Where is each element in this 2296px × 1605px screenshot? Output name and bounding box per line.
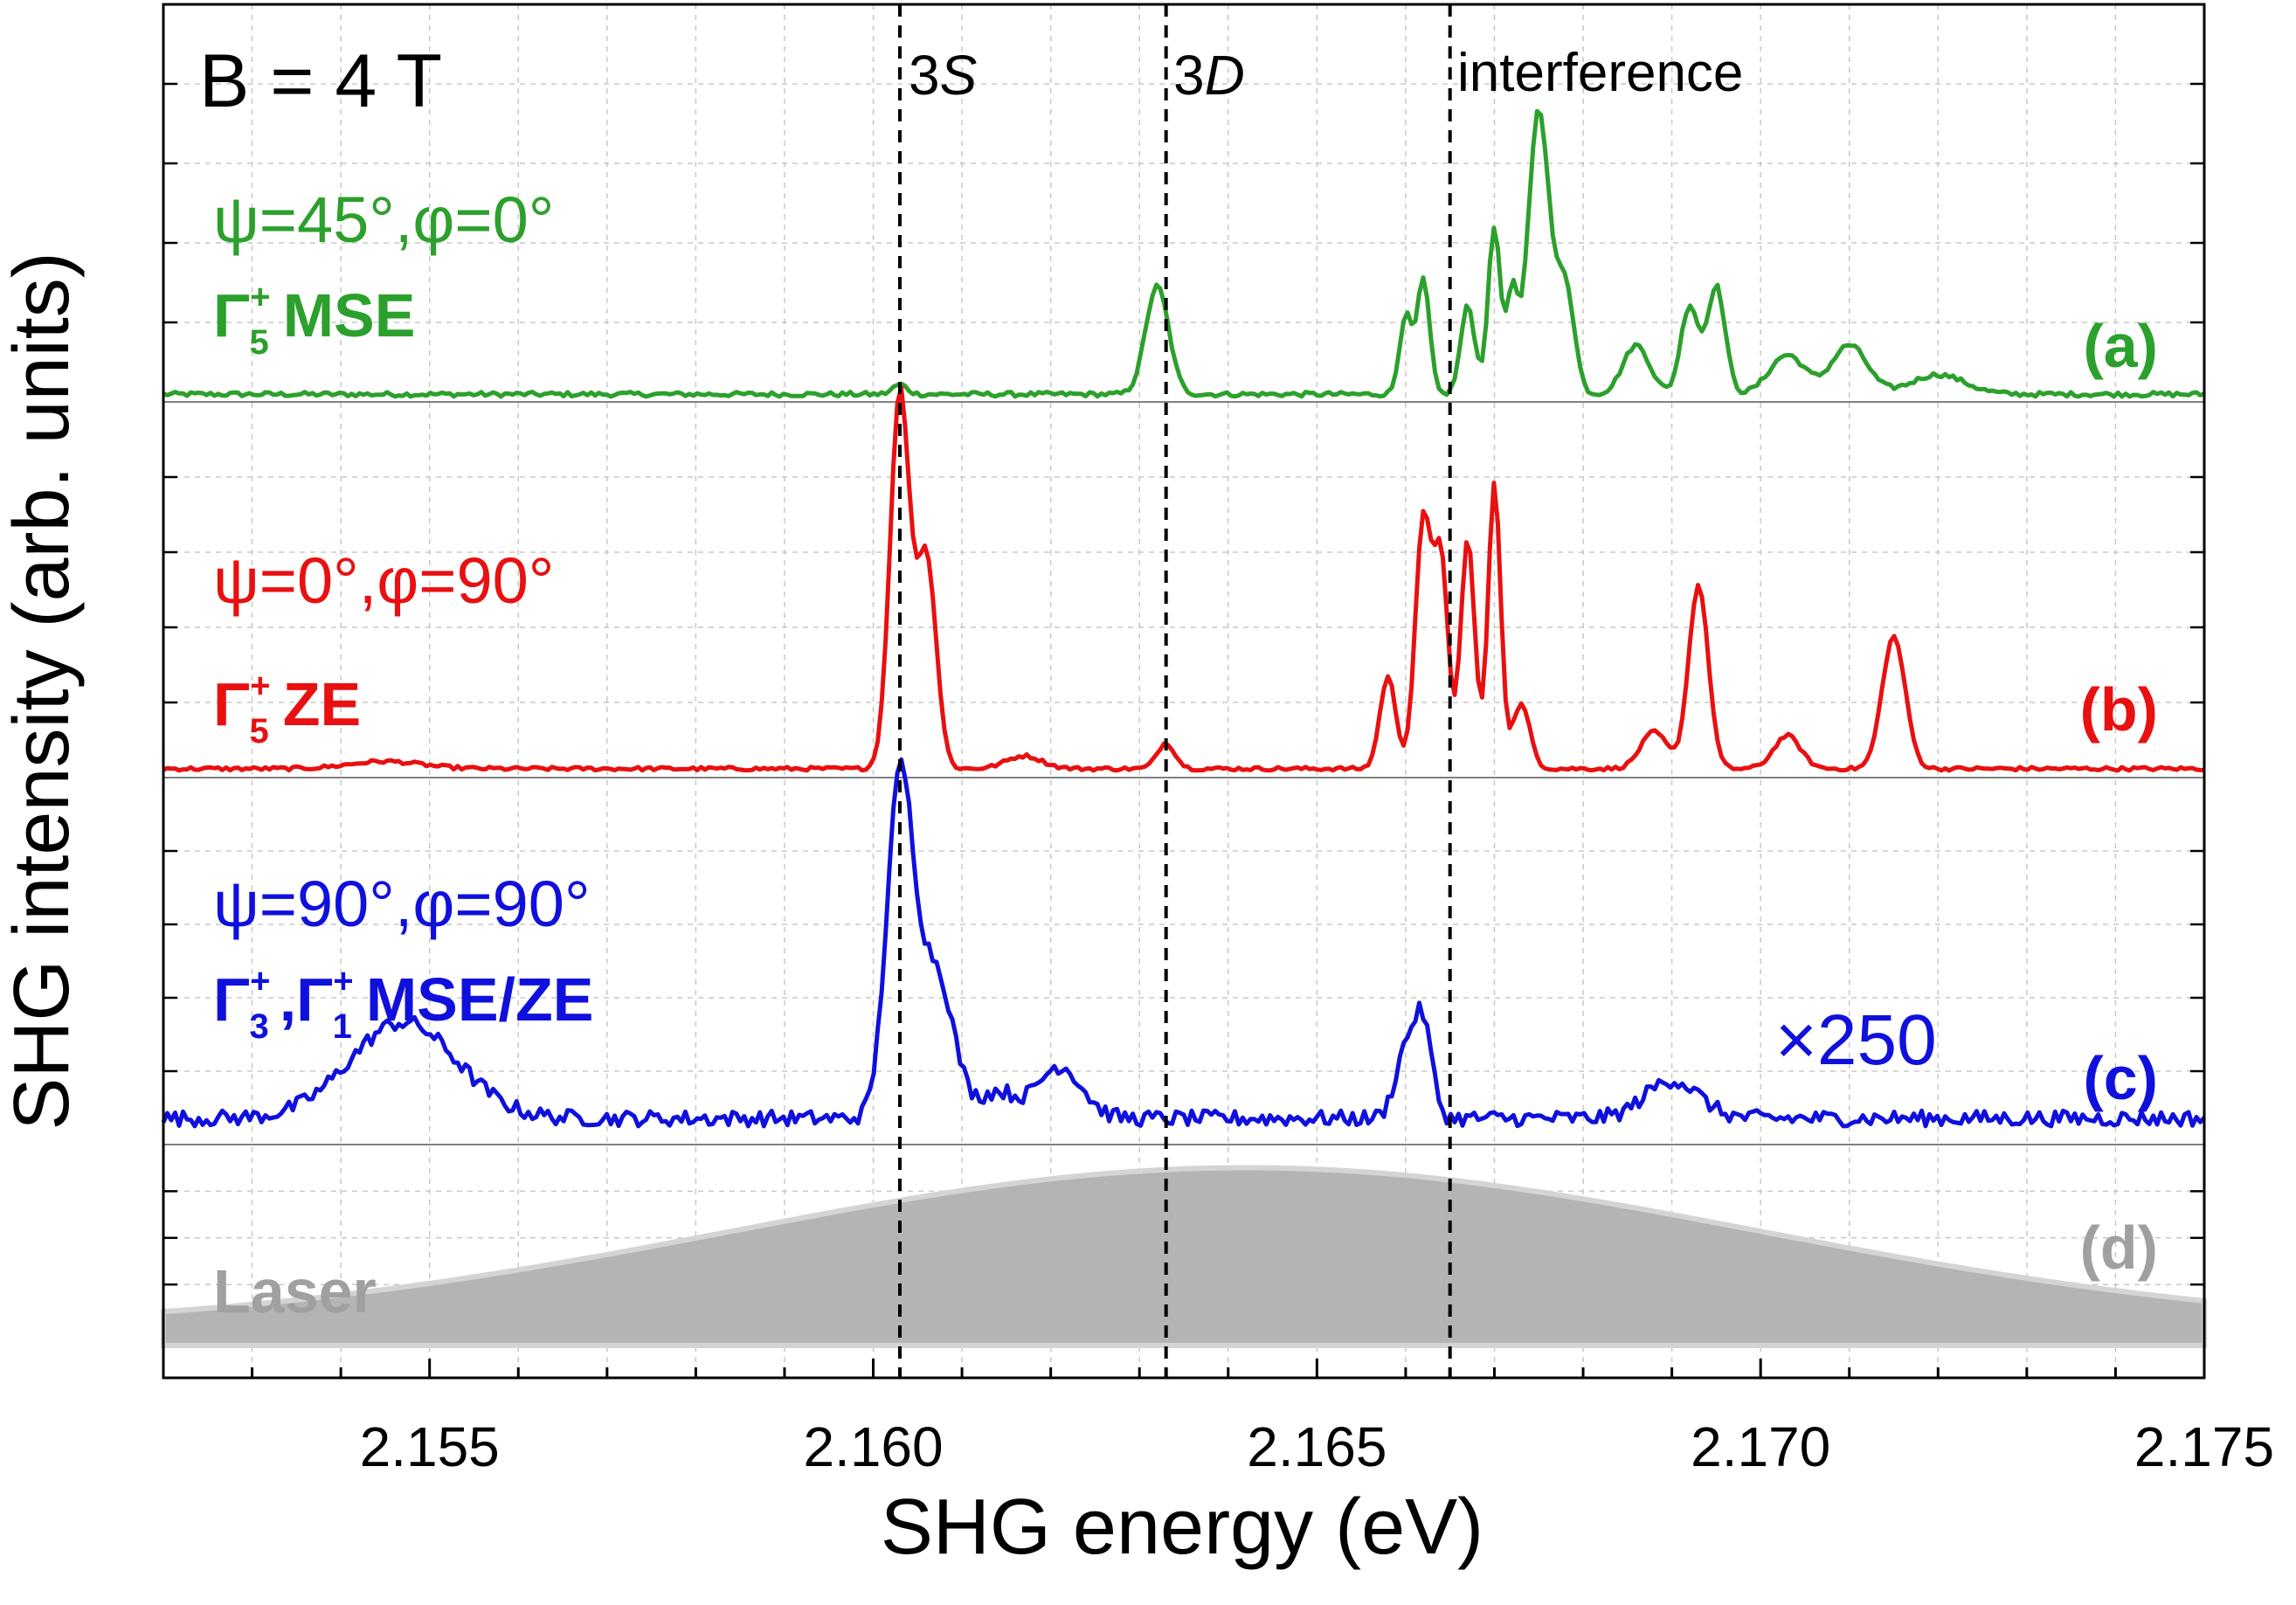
chart-title: B = 4 T <box>199 39 442 123</box>
grid <box>163 4 2205 1378</box>
x-tick-label: 2.155 <box>360 1415 500 1478</box>
panel-c-config: ψ=90°,φ=90° <box>213 868 591 940</box>
panel-b-config: ψ=0°,φ=90° <box>213 544 554 617</box>
axes <box>162 3 2206 1380</box>
vline-label-3d: 3D <box>1173 44 1245 107</box>
panel-b-symmetry: Γ+ 5 ZE <box>213 667 361 751</box>
data-layer <box>161 108 2207 1348</box>
panel-frames <box>163 82 2204 1332</box>
y-axis-label: SHG intensity (arb. units) <box>0 252 86 1130</box>
reference-lines <box>897 4 1452 1378</box>
x-tick-label: 2.160 <box>803 1415 943 1478</box>
panel-c-scale: ×250 <box>1775 1000 1937 1080</box>
x-tick-label: 2.175 <box>2134 1415 2274 1478</box>
panel-a-tag: (a) <box>2083 312 2158 380</box>
spectrum-line-b <box>163 385 2205 773</box>
x-tick-label: 2.170 <box>1691 1415 1830 1478</box>
plot-frame <box>162 3 2206 1380</box>
spectrum-line-c <box>161 757 2206 1129</box>
panel-a-symmetry: Γ+ 5 MSE <box>213 278 415 362</box>
panel-c-tag: (c) <box>2083 1044 2158 1112</box>
vline-label-3s: 3S <box>909 44 977 107</box>
x-axis-label: SHG energy (eV) <box>881 1484 1483 1571</box>
vline-label-interference: interference <box>1457 43 1743 103</box>
x-tick-label: 2.165 <box>1247 1415 1387 1478</box>
panel-b-tag: (b) <box>2080 675 2158 744</box>
panel-c-symmetry: Γ+ 3 ,Γ+ 1 MSE/ZE <box>213 962 593 1046</box>
panel-d-laser-label: Laser <box>213 1257 377 1325</box>
spectrum-line-a <box>163 108 2205 399</box>
x-ticks: 2.155 2.160 2.165 2.170 2.175 <box>162 1359 2274 1478</box>
laser-spectrum-area <box>161 1165 2207 1348</box>
panel-d-tag: (d) <box>2080 1214 2158 1282</box>
panel-a-config: ψ=45°,φ=0° <box>213 183 554 256</box>
